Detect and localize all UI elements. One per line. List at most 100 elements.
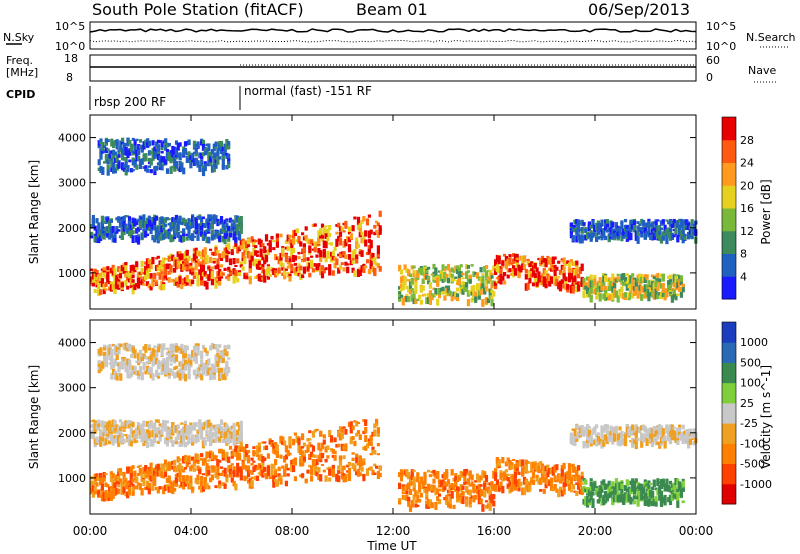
scatter-cell	[544, 278, 548, 282]
scatter-cell	[546, 464, 550, 470]
scatter-cell	[349, 260, 353, 266]
scatter-cell	[198, 424, 202, 432]
scatter-cell	[169, 481, 173, 488]
scatter-cell	[178, 430, 182, 434]
scatter-cell	[227, 242, 231, 250]
frequency-panel: Freq. [MHz] 18 8 60 0 Nave	[6, 52, 778, 84]
scatter-cell	[120, 218, 124, 224]
scatter-cell	[441, 479, 445, 484]
scatter-cell	[201, 249, 205, 258]
scatter-cell	[264, 234, 269, 242]
scatter-cell	[266, 469, 270, 477]
scatter-cell	[499, 273, 503, 278]
scatter-cell	[591, 220, 595, 228]
scatter-cell	[311, 243, 315, 246]
scatter-cell	[263, 275, 267, 283]
scatter-cell	[221, 165, 225, 170]
scatter-cell	[155, 141, 159, 147]
scatter-cell	[142, 428, 146, 435]
scatter-cell	[638, 223, 642, 227]
scatter-cell	[216, 469, 220, 477]
scatter-cell	[192, 459, 196, 466]
scatter-cell	[90, 235, 94, 239]
scatter-cell	[227, 153, 231, 160]
scatter-cell	[542, 469, 546, 476]
scatter-cell	[620, 282, 624, 286]
scatter-cell	[283, 275, 287, 280]
scatter-cell	[351, 267, 355, 273]
scatter-cell	[299, 265, 303, 271]
scatter-cell	[654, 287, 658, 290]
scatter-cell	[183, 422, 187, 429]
scatter-cell	[569, 259, 573, 263]
scatter-cell	[360, 265, 364, 273]
scatter-cell	[169, 256, 173, 259]
scatter-cell	[668, 234, 673, 241]
scatter-cell	[605, 219, 609, 224]
scatter-cell	[156, 470, 160, 477]
scatter-cell	[668, 274, 673, 280]
scatter-cell	[129, 466, 133, 473]
scatter-cell	[542, 282, 546, 287]
scatter-cell	[364, 239, 368, 247]
scatter-cell	[187, 483, 191, 490]
scatter-cell	[625, 273, 629, 276]
scatter-cell	[625, 498, 629, 503]
scatter-cell	[216, 348, 220, 353]
scatter-cell	[494, 468, 498, 475]
scatter-cell	[687, 222, 691, 231]
scatter-cell	[614, 494, 618, 503]
scatter-cell	[322, 227, 326, 233]
scatter-cell	[668, 227, 673, 232]
scatter-cell	[526, 484, 530, 493]
scatter-cell	[192, 253, 196, 261]
scatter-cell	[122, 471, 126, 480]
scatter-cell	[517, 487, 521, 492]
scatter-cell	[310, 469, 314, 476]
scatter-cell	[468, 279, 472, 284]
scatter-cell	[338, 433, 343, 441]
scatter-cell	[194, 247, 198, 254]
scatter-cell	[255, 250, 260, 254]
scatter-cell	[649, 232, 653, 236]
scatter-cell	[277, 258, 281, 265]
scatter-cell	[548, 275, 552, 283]
scatter-cell	[147, 486, 151, 495]
scatter-cell	[210, 216, 214, 220]
scatter-cell	[165, 463, 169, 471]
scatter-cell	[364, 419, 368, 426]
scatter-cell	[436, 298, 440, 306]
scatter-cell	[290, 459, 294, 468]
scatter-cell	[189, 424, 193, 431]
scatter-cell	[120, 226, 124, 233]
scatter-cell	[432, 469, 436, 477]
scatter-cell	[528, 485, 532, 492]
scatter-cell	[102, 228, 106, 232]
scatter-cell	[162, 343, 166, 351]
scatter-cell	[632, 285, 637, 292]
scatter-cell	[95, 270, 99, 273]
scatter-cell	[126, 228, 130, 234]
scatter-cell	[501, 485, 505, 494]
scatter-cell	[185, 441, 189, 446]
scatter-cell	[412, 291, 416, 299]
scatter-cell	[149, 467, 153, 474]
scatter-cell	[676, 278, 680, 282]
scatter-cell	[408, 504, 413, 512]
scatter-cell	[351, 452, 355, 455]
scatter-cell	[176, 277, 180, 282]
scatter-cell	[120, 437, 124, 444]
scatter-cell	[118, 471, 123, 476]
scatter-cell	[214, 471, 218, 478]
scatter-cell	[324, 458, 328, 463]
scatter-cell	[210, 342, 215, 349]
scatter-cell	[270, 269, 274, 272]
scatter-cell	[337, 267, 341, 273]
scatter-cell	[205, 274, 209, 279]
scatter-cell	[160, 164, 164, 171]
scatter-cell	[593, 482, 597, 489]
scatter-cell	[104, 288, 108, 291]
scatter-cell	[162, 463, 166, 470]
scatter-cell	[221, 450, 225, 458]
scatter-cell	[286, 449, 290, 457]
